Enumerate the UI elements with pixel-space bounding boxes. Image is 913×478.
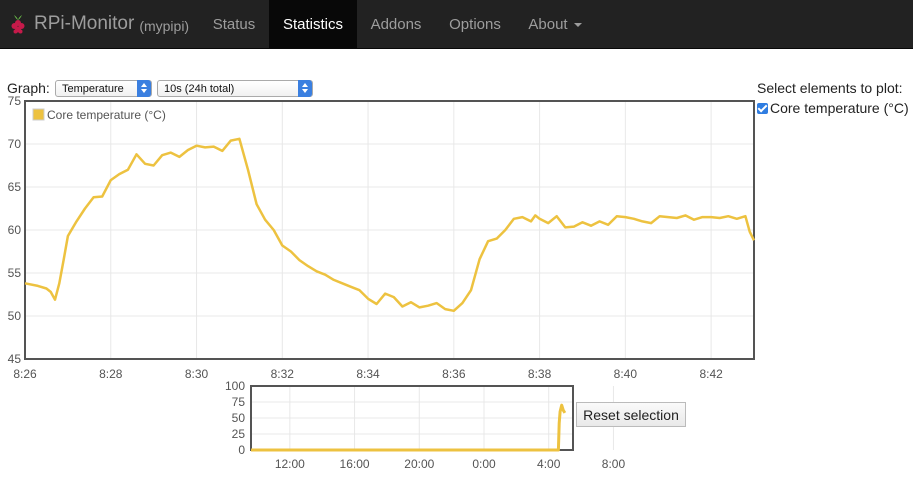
nav-addons-label: Addons: [370, 15, 422, 33]
overview-series-line: [251, 403, 567, 452]
nav-statistics[interactable]: Statistics: [269, 0, 357, 48]
nav-status[interactable]: Status: [200, 0, 268, 48]
x-tick-label: 8:34: [356, 367, 380, 381]
x-tick-label: 8:30: [185, 367, 209, 381]
core-temperature-checkbox[interactable]: [757, 102, 768, 114]
main-chart-x-ticks: 8:26 8:28 8:30 8:32 8:34 8:36 8:38 8:40 8:42: [13, 367, 723, 381]
y-tick-label: 75: [232, 395, 246, 409]
element-option-core-temperature[interactable]: Core temperature (°C): [757, 100, 909, 116]
x-tick-label: 12:00: [275, 457, 305, 471]
overview-chart-x-ticks: 12:00 16:00 20:00 0:00 4:00 8:00: [275, 457, 626, 471]
main-chart-y-ticks: 45 50 55 60 65 70 75: [8, 94, 22, 366]
main-chart-grid: [24, 100, 754, 360]
caret-down-icon: [573, 23, 582, 27]
nav-about-label: About: [528, 15, 568, 33]
select-arrows-icon: [298, 80, 312, 97]
y-tick-label: 100: [225, 379, 245, 393]
y-tick-label: 65: [8, 180, 22, 194]
overview-chart-frame: [250, 385, 574, 451]
x-tick-label: 8:36: [442, 367, 466, 381]
x-tick-label: 8:40: [614, 367, 638, 381]
y-tick-label: 55: [8, 266, 22, 280]
legend-label: Core temperature (°C): [47, 108, 166, 122]
y-tick-label: 25: [232, 427, 246, 441]
x-tick-label: 8:32: [271, 367, 295, 381]
brand[interactable]: RPi-Monitor (mypipi): [8, 0, 189, 48]
y-tick-label: 50: [232, 411, 246, 425]
legend-swatch: [32, 108, 45, 121]
x-tick-label: 20:00: [404, 457, 434, 471]
y-tick-label: 75: [8, 94, 22, 108]
nav-addons[interactable]: Addons: [357, 0, 435, 48]
y-tick-label: 45: [8, 352, 22, 366]
x-tick-label: 8:00: [602, 457, 626, 471]
y-tick-label: 0: [238, 443, 245, 457]
x-tick-label: 0:00: [472, 457, 496, 471]
overview-chart-y-ticks: 0 25 50 75 100: [225, 379, 245, 457]
y-tick-label: 60: [8, 223, 22, 237]
temperature-series-line: [24, 137, 756, 313]
brand-host: (mypipi): [139, 18, 190, 34]
reset-selection-label: Reset selection: [583, 406, 679, 423]
graph-type-value: Temperature: [62, 83, 124, 95]
nav-about-dropdown[interactable]: About: [515, 0, 595, 48]
nav-status-label: Status: [212, 15, 256, 33]
graph-label: Graph:: [7, 80, 50, 96]
x-tick-label: 4:00: [537, 457, 561, 471]
overview-chart-grid: [251, 385, 614, 451]
nav-options-label: Options: [449, 15, 501, 33]
y-tick-label: 70: [8, 137, 22, 151]
top-navbar: RPi-Monitor (mypipi) Status Statistics A…: [0, 0, 913, 49]
select-elements-title: Select elements to plot:: [757, 80, 903, 96]
period-value: 10s (24h total): [164, 83, 235, 95]
brand-name: RPi-Monitor: [34, 13, 135, 34]
period-select[interactable]: 10s (24h total): [157, 80, 313, 97]
x-tick-label: 8:42: [699, 367, 723, 381]
main-chart-legend: Core temperature (°C): [32, 108, 166, 122]
main-chart-frame: [24, 100, 755, 360]
x-tick-label: 8:28: [99, 367, 123, 381]
x-tick-label: 8:26: [13, 367, 37, 381]
x-tick-label: 16:00: [340, 457, 370, 471]
nav-statistics-label: Statistics: [282, 15, 343, 33]
nav-options[interactable]: Options: [435, 0, 515, 48]
graph-type-select[interactable]: Temperature: [55, 80, 152, 97]
raspberry-logo-icon: [11, 15, 25, 34]
x-tick-label: 8:38: [528, 367, 552, 381]
y-tick-label: 50: [8, 309, 22, 323]
element-option-label: Core temperature (°C): [770, 100, 909, 116]
select-arrows-icon: [137, 80, 151, 97]
reset-selection-button[interactable]: Reset selection: [576, 402, 686, 427]
